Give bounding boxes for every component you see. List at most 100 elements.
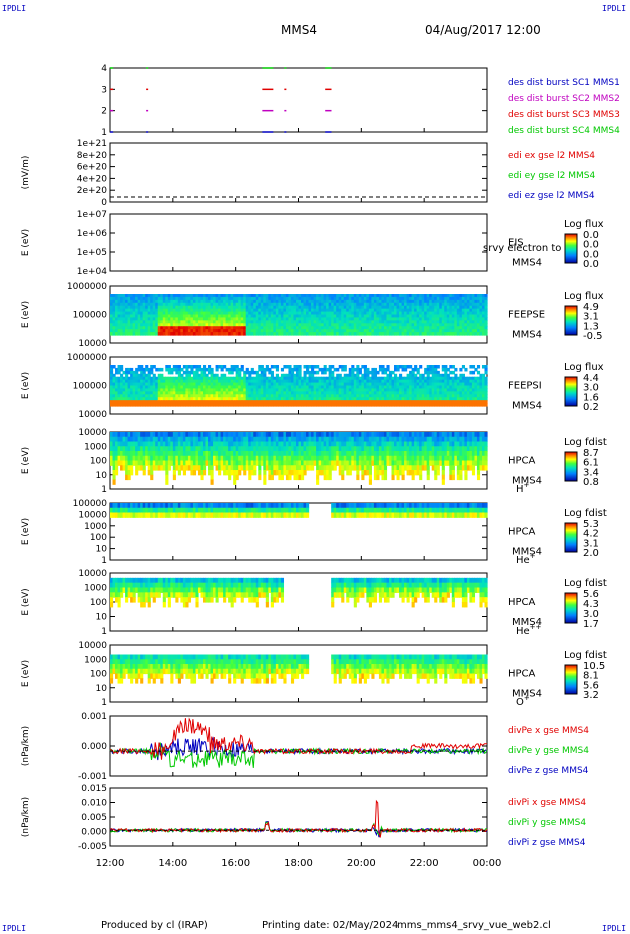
spectrogram-cell [368, 376, 372, 381]
spectrogram-cell [117, 308, 121, 313]
spectrogram-cell [155, 385, 159, 390]
spectrogram-cell [235, 441, 239, 447]
spectrogram-cell [484, 382, 488, 387]
spectrogram-cell [356, 314, 360, 319]
spectrogram-cell [210, 367, 214, 372]
spectrogram-cell [125, 400, 129, 404]
spectrogram-cell [185, 365, 189, 369]
spectrogram-cell [218, 436, 222, 443]
spectrogram-cell [303, 470, 307, 476]
spectrogram-cell [137, 441, 141, 447]
spectrogram-cell [414, 302, 418, 307]
spectrogram-cell [240, 436, 244, 443]
spectrogram-cell [167, 323, 171, 327]
spectrogram-cell [200, 323, 204, 327]
spectrogram-cell [135, 296, 139, 301]
spectrogram-cell [150, 455, 154, 462]
spectrogram-cell [245, 376, 249, 381]
spectrogram-cell [122, 370, 126, 375]
spectrogram-cell [394, 329, 398, 333]
spectrogram-cell [132, 296, 136, 301]
spectrogram-cell [157, 305, 161, 310]
spectrogram-cell [323, 385, 327, 390]
spectrogram-cell [157, 373, 161, 378]
spectrogram-cell [404, 302, 408, 307]
spectrogram-cell [190, 299, 194, 304]
spectrogram-cell [333, 432, 337, 438]
spectrogram-cell [333, 305, 337, 310]
spectrogram-cell [122, 436, 126, 443]
spectrogram-cell [396, 320, 400, 324]
spectrogram-cell [383, 370, 388, 375]
y-tick-label: 10 [96, 471, 108, 481]
spectrogram-cell [318, 296, 322, 301]
y-axis-label: E (eV) [21, 372, 31, 399]
spectrogram-cell [263, 441, 267, 447]
spectrogram-cell [436, 299, 440, 304]
spectrogram-cell [464, 367, 468, 372]
spectrogram-cell [120, 332, 124, 336]
spectrogram-cell [197, 294, 202, 298]
spectrogram-cell [404, 394, 408, 398]
spectrogram-cell [323, 460, 327, 466]
spectrogram-cell [195, 314, 199, 319]
spectrogram-cell [346, 376, 350, 381]
spectrogram-cell [265, 391, 269, 395]
spectrogram-cell [409, 394, 413, 398]
spectrogram-cell [426, 400, 430, 404]
spectrogram-cell [280, 311, 285, 316]
spectrogram-cell [461, 323, 465, 327]
spectrogram-cell [147, 370, 151, 375]
spectrogram-cell [341, 403, 345, 407]
spectrogram-cell [258, 326, 262, 330]
spectrogram-cell [170, 455, 174, 462]
spectrogram-cell [275, 365, 279, 369]
spectrogram-cell [454, 305, 458, 310]
spectrogram-cell [197, 299, 202, 304]
spectrogram-cell [333, 388, 337, 392]
y-tick-label: 1e+21 [77, 139, 107, 149]
spectrogram-cell [195, 296, 199, 301]
spectrogram-cell [464, 317, 468, 321]
spectrogram-cell [429, 308, 433, 313]
spectrogram-cell [155, 296, 159, 301]
spectrogram-cell [255, 326, 259, 330]
spectrogram-cell [401, 314, 405, 319]
spectrogram-cell [411, 379, 415, 384]
spectrogram-cell [338, 365, 342, 369]
spectrogram-cell [125, 296, 129, 301]
spectrogram-cell [338, 400, 342, 404]
spectrogram-cell [336, 455, 340, 462]
spectrogram-cell [253, 397, 257, 401]
spectrogram-cell [270, 451, 274, 457]
spectrogram-cell [122, 317, 126, 321]
spectrogram-cell [112, 314, 116, 319]
spectrogram-cell [318, 470, 322, 476]
spectrogram-cell [258, 455, 262, 462]
spectrogram-cell [230, 323, 234, 327]
spectrogram-cell [238, 367, 242, 372]
spectrogram-cell [243, 314, 247, 319]
spectrogram-cell [431, 305, 435, 310]
spectrogram-cell [112, 441, 116, 447]
spectrogram-cell [268, 305, 272, 310]
spectrogram-cell [429, 305, 433, 310]
spectrogram-cell [471, 385, 476, 390]
spectrogram-cell [311, 370, 315, 375]
spectrogram-cell [343, 308, 347, 313]
spectrogram-cell [391, 397, 395, 401]
spectrogram-cell [195, 317, 199, 321]
spectrogram-cell [215, 391, 219, 395]
spectrogram-cell [373, 323, 378, 327]
spectrogram-cell [202, 317, 207, 321]
spectrogram-cell [306, 382, 310, 387]
spectrogram-cell [253, 400, 257, 404]
spectrogram-cell [328, 302, 332, 307]
spectrogram-cell [371, 391, 375, 395]
spectrogram-cell [313, 294, 317, 298]
spectrogram-cell [142, 323, 146, 327]
spectrogram-cell [406, 391, 410, 395]
spectrogram-cell [177, 299, 181, 304]
spectrogram-cell [341, 308, 345, 313]
spectrogram-cell [205, 432, 209, 438]
